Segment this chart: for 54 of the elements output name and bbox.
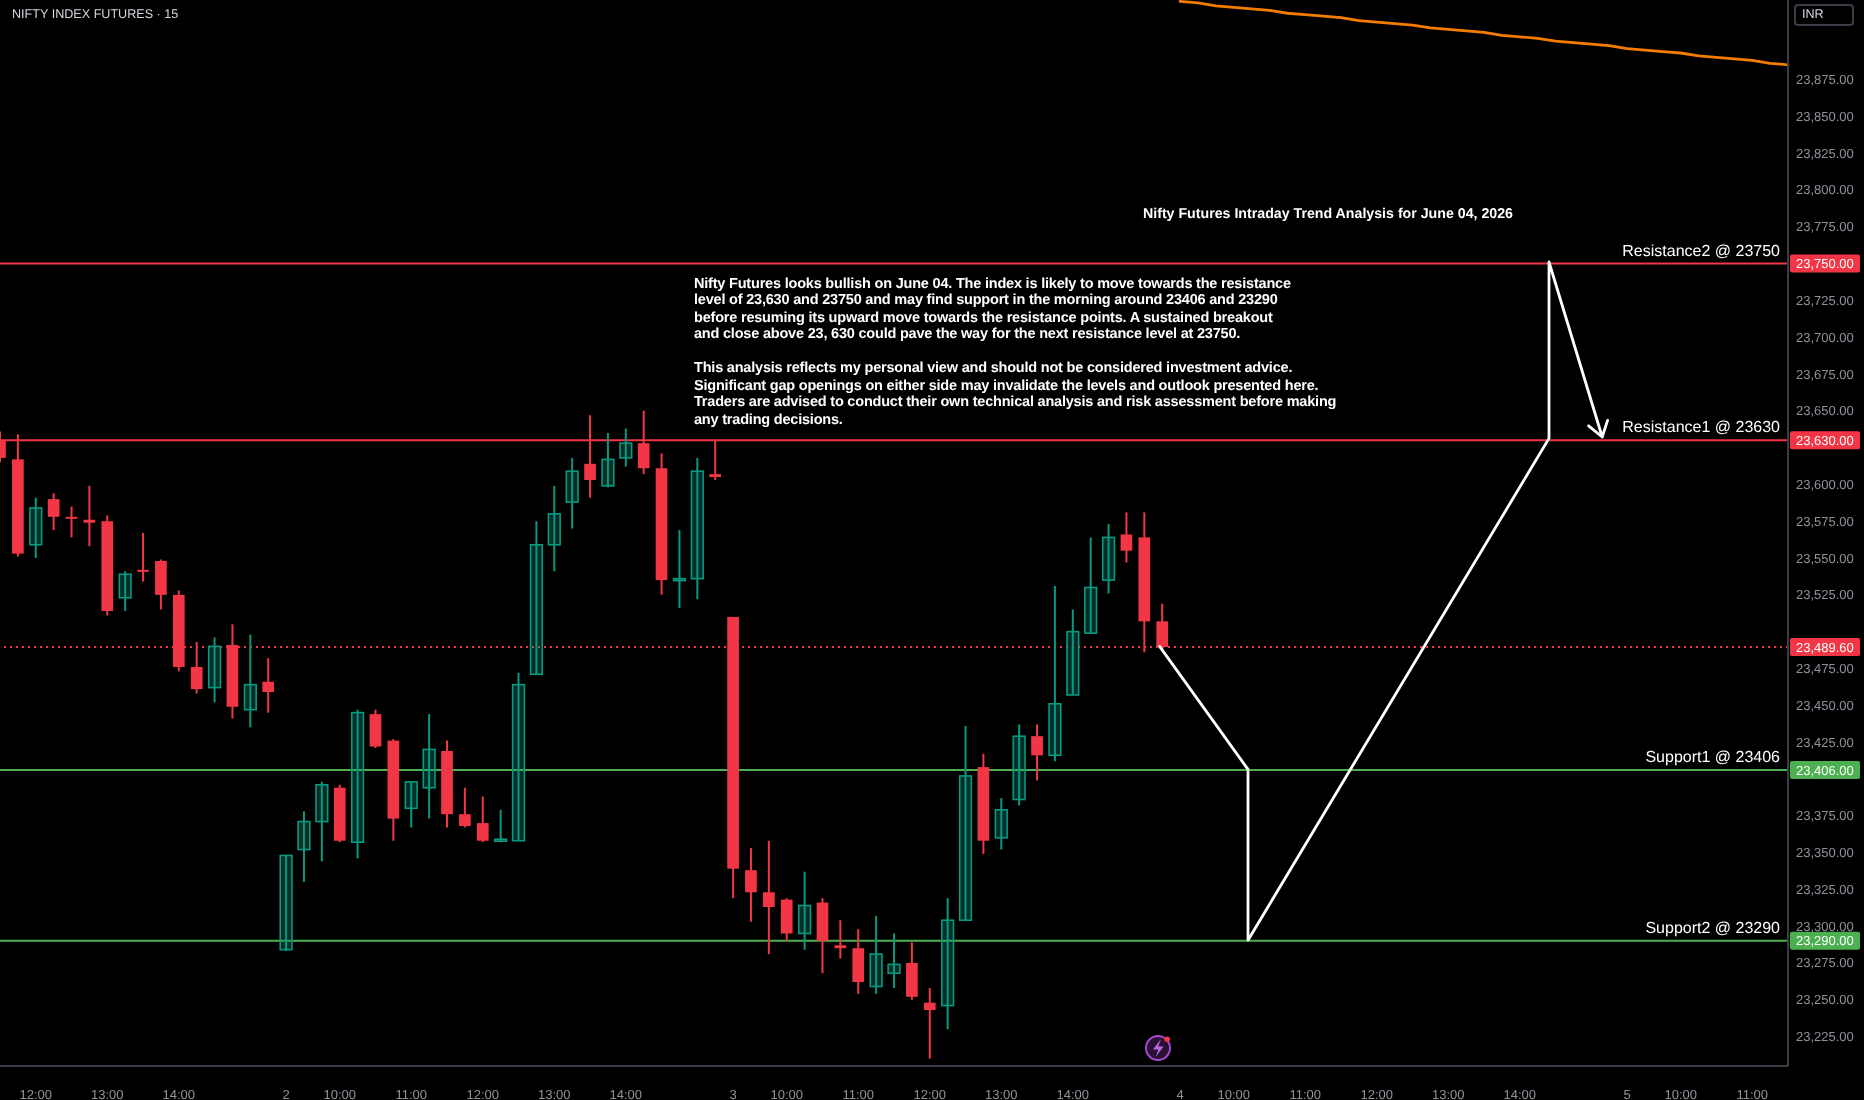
candlestick	[1101, 523, 1116, 595]
ref-line-label: Support2 @ 23290	[1645, 918, 1782, 937]
candlestick	[816, 897, 829, 975]
candlestick	[690, 456, 704, 601]
candlestick	[923, 986, 936, 1060]
candlestick	[1084, 536, 1098, 635]
candlestick	[262, 657, 275, 714]
candlestick	[834, 919, 847, 960]
candlestick	[780, 897, 793, 942]
candlestick	[852, 928, 865, 995]
candlestick	[906, 941, 918, 1001]
candlestick	[994, 797, 1008, 851]
candlestick	[422, 713, 436, 820]
candlestick	[350, 708, 365, 860]
ref-line-label: Resistance1 @ 23630	[1622, 418, 1782, 437]
candlestick	[1048, 585, 1062, 763]
candlestick	[29, 496, 43, 560]
candlestick	[1012, 723, 1026, 807]
candlestick	[137, 532, 149, 583]
candlestick	[869, 914, 883, 995]
line-series	[1178, 0, 1790, 67]
candlestick	[958, 724, 973, 922]
candlestick	[511, 671, 526, 842]
candlestick	[529, 520, 544, 676]
candlestick	[369, 708, 382, 749]
candlestick	[494, 808, 508, 844]
candlestick	[941, 897, 955, 1031]
candlestick	[243, 633, 257, 729]
candlestick	[797, 870, 812, 951]
candlestick	[459, 786, 471, 829]
candlestick	[118, 570, 132, 613]
candlestick	[1066, 608, 1080, 696]
candlestick	[1120, 511, 1133, 564]
candlestick	[404, 780, 418, 829]
candlestick	[565, 456, 579, 530]
candlestick	[887, 932, 901, 989]
candlestick	[601, 431, 615, 489]
candlestick	[297, 810, 311, 883]
candlestick	[315, 780, 329, 863]
candlestick	[190, 640, 203, 695]
candlestick	[1031, 723, 1043, 782]
candlestick	[279, 854, 293, 953]
ref-line-label: Resistance2 @ 23750	[1622, 241, 1782, 260]
candlestick	[155, 558, 167, 611]
ref-line-label: Support1 @ 23406	[1645, 748, 1782, 767]
candlestick	[763, 839, 775, 956]
candlestick	[65, 505, 78, 539]
candlestick	[745, 847, 757, 923]
candlestick	[547, 484, 561, 573]
candlestick	[476, 795, 489, 844]
candlestick	[619, 427, 633, 468]
candlestick	[47, 492, 60, 532]
candlestick	[207, 636, 222, 704]
candlestick	[83, 484, 96, 548]
